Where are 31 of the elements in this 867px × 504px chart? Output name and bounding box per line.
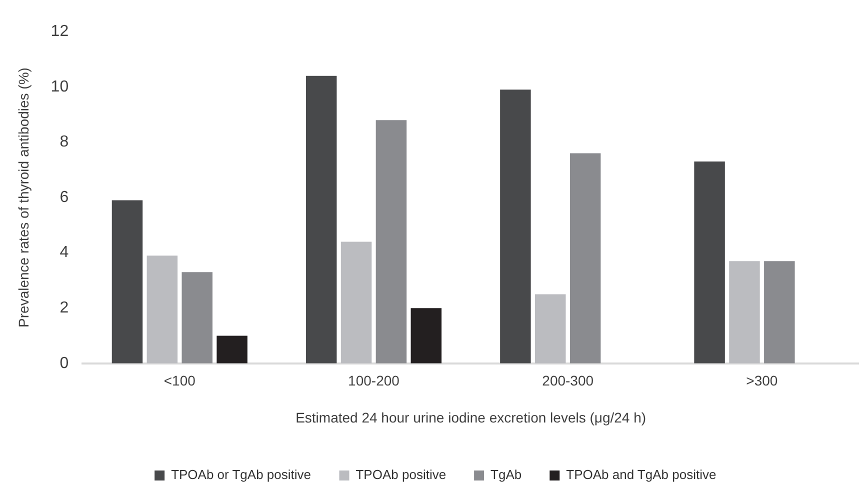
legend-label: TPOAb or TgAb positive <box>171 467 312 482</box>
y-tick-label: 4 <box>60 244 69 262</box>
y-tick-label: 0 <box>60 354 69 372</box>
bar <box>306 76 337 364</box>
y-tick-label: 8 <box>60 134 69 151</box>
bar <box>764 261 795 364</box>
bar <box>500 90 531 364</box>
bar <box>729 261 760 364</box>
x-tick-label: 200-300 <box>542 372 594 389</box>
x-tick-label: <100 <box>164 372 196 389</box>
y-tick-label: 6 <box>60 188 69 206</box>
y-tick-label: 12 <box>50 23 69 40</box>
bar <box>182 272 212 364</box>
bar <box>112 200 143 364</box>
x-tick-label: 100-200 <box>348 372 400 389</box>
bar <box>570 153 601 364</box>
y-axis-title: Prevalence rates of thyroid antibodies (%) <box>15 68 32 328</box>
bar <box>340 242 372 364</box>
bar <box>535 294 566 364</box>
bar <box>694 162 725 364</box>
y-tick-label: 2 <box>60 300 69 317</box>
legend-label: TPOAb and TgAb positive <box>566 467 716 482</box>
bar <box>410 308 442 364</box>
x-axis-title: Estimated 24 hour urine iodine excretion levels (μg/24 h) <box>296 409 646 426</box>
bar <box>216 336 248 364</box>
legend-label: TgAb <box>490 467 522 482</box>
bar <box>146 256 178 364</box>
y-tick-label: 10 <box>50 78 69 96</box>
legend-label: TPOAb positive <box>356 467 446 482</box>
bar <box>376 120 407 364</box>
x-tick-label: >300 <box>746 372 778 389</box>
